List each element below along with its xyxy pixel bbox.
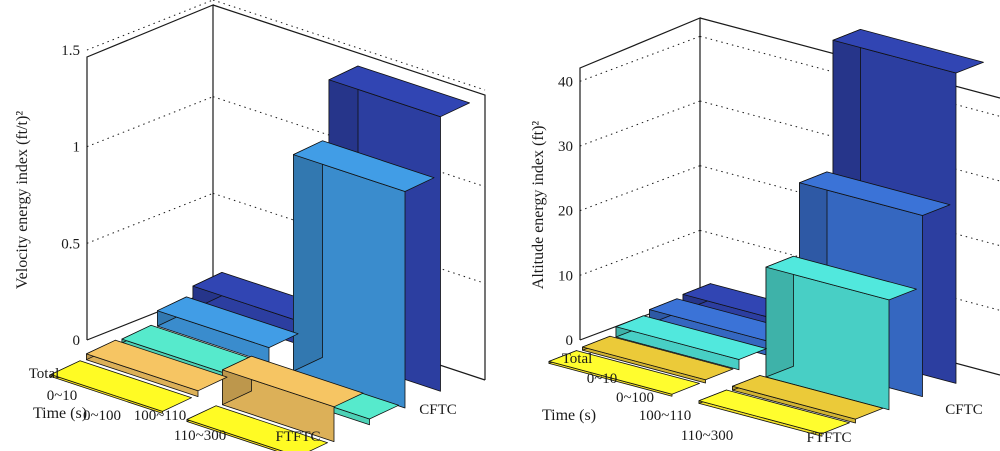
col-label-cftc: CFTC [419,402,457,418]
bar-top-face [328,65,471,118]
back-right-axis-frame [212,4,486,380]
z-gridline [86,96,214,148]
bar-top-face [86,339,228,392]
x-axis-label: Time (s) [33,405,87,422]
bar-top-face [698,389,850,435]
z-tick-label: 0.5 [61,236,80,252]
z-gridline [579,165,701,212]
row-label-0-10: 0~10 [47,388,78,404]
z-gridline [579,100,701,147]
velocity-z-ticks: 0 0.5 1 1.5 [61,43,80,349]
bar-cftc-110-300 [186,405,329,451]
bar-cftc-100-110 [732,375,884,424]
bar-ftftc-110-300 [50,360,193,414]
row-label-0-100: 0~100 [83,408,121,424]
bar-ftftc-110-300 [548,350,700,397]
y-axis-label: Altitude energy index (ft)² [530,121,547,290]
bar-cftc-0-10 [292,140,435,409]
bar-top-face [582,335,734,381]
y-axis-label: Velocity energy index (ft/t)² [14,111,31,289]
bar-top-face [732,375,884,420]
row-label-110-300: 110~300 [681,428,734,444]
bar-top-face [832,28,984,74]
bar-top-face [292,140,435,192]
bar-top-face [50,360,193,412]
z-gridline [86,0,214,51]
col-label-ftftc: FTFTC [806,430,851,446]
bar-top-face [548,350,700,395]
bar-top-face [615,315,767,360]
z-tick-label: 0 [566,333,574,349]
bar-top-face [186,405,329,451]
row-label-0-10: 0~10 [587,371,618,387]
altitude-bars [548,28,984,437]
bar-top-face [765,255,917,301]
z-tick-label: 1.5 [61,43,80,59]
z-tick-label: 30 [558,139,573,155]
row-label-total: Total [29,366,60,382]
z-tick-label: 20 [558,204,573,220]
z-tick-label: 1 [73,140,81,156]
col-label-ftftc: FTFTC [275,429,320,445]
bar-side-face [765,255,794,378]
col-label-cftc: CFTC [945,402,983,418]
bar-ftftc-0-10 [156,296,299,364]
row-label-100-110: 100~110 [639,408,692,424]
velocity-energy-chart: 0 0.5 1 1.5 Total 0~10 0~100 100~110 110~30… [14,0,486,451]
row-label-110-300: 110~300 [174,428,227,444]
z-gridline [86,192,214,244]
z-tick-label: 40 [558,74,573,90]
altitude-z-ticks: 0 10 20 30 40 [558,74,573,349]
row-label-0-100: 0~100 [616,390,654,406]
bar-ftftc-100-110 [86,339,228,398]
bar-side-face [292,140,323,372]
bar-top-face [221,355,364,408]
x-axis-label: Time (s) [542,407,596,424]
altitude-energy-chart: 0 10 20 30 40 Total 0~10 0~100 100~110 110~3… [530,17,1000,446]
velocity-bars [50,65,471,451]
z-tick-label: 10 [558,268,573,284]
row-label-total: Total [562,351,593,367]
bar-cftc-110-300 [698,389,850,437]
bar-top-face [799,171,951,216]
bar-top-face [156,296,299,349]
back-left-axis-frame [579,17,701,340]
back-left-axis-frame [86,4,214,340]
bar-cftc-0-100 [765,255,917,411]
z-gridline [579,229,701,276]
row-label-100-110: 100~110 [134,408,187,424]
z-gridline [212,0,486,91]
bar-cftc-100-110 [221,355,364,443]
bar-ftftc-0-100 [615,315,767,371]
bar-ftftc-100-110 [582,335,734,384]
z-tick-label: 0 [73,333,81,349]
